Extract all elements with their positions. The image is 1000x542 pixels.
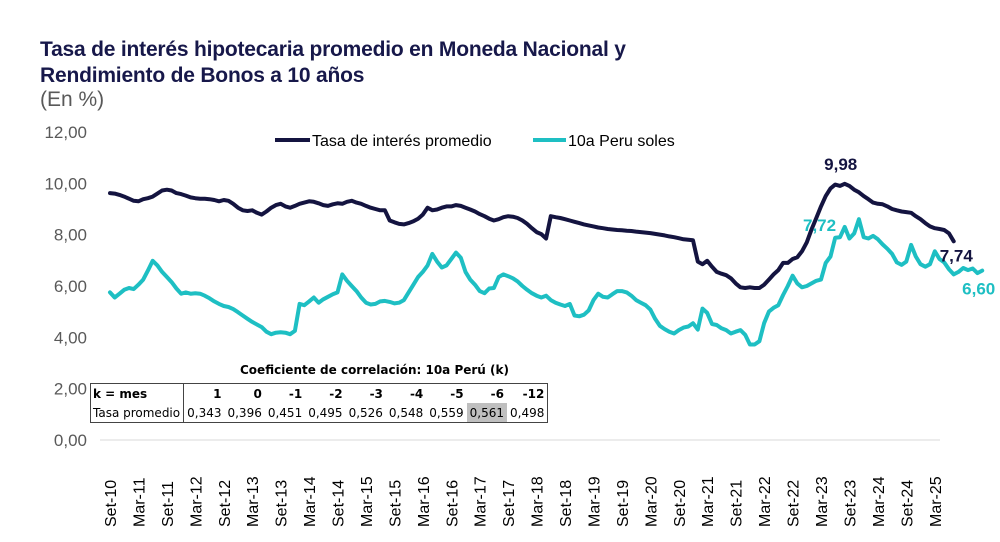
x-tick-label: Set-23 (842, 480, 859, 527)
x-tick-label: Mar-25 (928, 476, 945, 527)
correlation-coefficient: 0,396 (227, 405, 262, 420)
chart-title-line-2: Rendimiento de Bonos a 10 años (40, 64, 365, 87)
y-tick-label: 6,00 (54, 277, 87, 296)
correlation-header-label: k = mes (90, 383, 185, 403)
peak-label-10a: 7,72 (803, 216, 836, 235)
correlation-k-value: -6 (490, 386, 504, 401)
legend-label-10a: 10a Peru soles (568, 133, 675, 150)
x-tick-label: Set-22 (786, 480, 803, 527)
end-label-10a: 6,60 (962, 280, 995, 299)
correlation-coefficient: 0,561 (466, 403, 507, 423)
x-tick-label: Mar-16 (416, 476, 433, 527)
x-tick-label: Set-16 (444, 480, 461, 527)
x-tick-label: Set-24 (899, 480, 916, 527)
correlation-coefficient: 0,526 (348, 405, 383, 420)
y-axis: 0,00 2,00 4,00 6,00 8,00 10,00 12,00 (44, 123, 87, 450)
x-tick-label: Set-11 (160, 481, 177, 527)
peak-label-tasa: 9,98 (824, 155, 857, 174)
x-tick-label: Mar-21 (700, 476, 717, 527)
series-line-10a-peru-soles (108, 217, 985, 347)
chart-title: Tasa de interés hipotecaria promedio en … (40, 37, 626, 89)
correlation-k-value: 0 (253, 386, 262, 401)
y-tick-label: 0,00 (54, 431, 87, 450)
x-tick-label: Mar-12 (188, 476, 205, 527)
end-label-tasa: 7,74 (940, 246, 974, 265)
chart-subtitle: (En %) (40, 88, 105, 111)
x-tick-label: Mar-17 (473, 476, 490, 527)
x-tick-label: Set-21 (729, 480, 746, 527)
x-tick-label: Mar-15 (359, 476, 376, 527)
y-tick-label: 2,00 (54, 380, 87, 399)
correlation-k-value: 1 (213, 386, 222, 401)
correlation-k-value: -5 (450, 386, 464, 401)
correlation-coefficient: 0,548 (388, 405, 424, 420)
correlation-coefficient: 0,495 (308, 405, 343, 420)
chart-title-line-1: Tasa de interés hipotecaria promedio en … (40, 38, 626, 61)
legend-label-tasa: Tasa de interés promedio (312, 133, 492, 150)
x-tick-label: Mar-14 (302, 476, 319, 527)
x-tick-label: Set-14 (331, 480, 348, 527)
x-tick-label: Mar-23 (814, 476, 831, 527)
y-tick-label: 8,00 (54, 226, 87, 245)
correlation-k-value: -1 (288, 386, 303, 401)
plot-area (108, 181, 985, 347)
x-tick-label: Mar-18 (530, 476, 547, 527)
x-tick-label: Set-10 (103, 480, 120, 527)
correlation-header-row: k = mes 1 0 -1 -2 -3 -4 -5 -6 -12 (90, 383, 548, 403)
x-tick-label: Mar-13 (245, 476, 262, 527)
x-axis: Set-10 Mar-11 Set-11 Mar-12 Set-12 Mar-13 Set-… (103, 476, 945, 527)
x-tick-label: Set-13 (274, 480, 291, 527)
correlation-coefficient: 0,559 (429, 405, 464, 420)
x-tick-label: Set-15 (387, 480, 404, 527)
correlation-k-value: -4 (409, 386, 424, 401)
y-tick-label: 4,00 (54, 328, 87, 347)
x-tick-label: Set-17 (501, 480, 518, 527)
correlation-table-title: Coeficiente de correlación: 10a Perú (k) (240, 363, 509, 377)
x-tick-label: Mar-11 (131, 477, 148, 527)
x-tick-label: Mar-24 (871, 476, 888, 527)
correlation-k-value: -2 (329, 386, 343, 401)
correlation-coefficient: 0,498 (510, 405, 545, 420)
correlation-value-row: Tasa promedio 0,343 0,396 0,451 0,495 0,526 0… (90, 403, 548, 423)
correlation-k-value: -12 (522, 386, 545, 401)
data-labels: 9,98 7,74 7,72 6,60 (803, 155, 995, 299)
x-tick-label: Set-20 (672, 480, 689, 527)
legend: Tasa de interés promedio 10a Peru soles (275, 133, 675, 150)
correlation-table: k = mes 1 0 -1 -2 -3 -4 -5 -6 -12 Tasa promedio … (90, 383, 549, 423)
y-tick-label: 10,00 (44, 174, 87, 193)
x-tick-label: Set-19 (615, 480, 632, 527)
correlation-coefficient: 0,451 (267, 405, 303, 420)
correlation-row-label: Tasa promedio (90, 403, 185, 423)
x-tick-label: Mar-19 (586, 476, 603, 527)
x-tick-label: Mar-22 (757, 476, 774, 527)
correlation-k-value: -3 (369, 386, 383, 401)
x-tick-label: Set-18 (558, 480, 575, 527)
correlation-coefficient: 0,343 (187, 405, 222, 420)
y-tick-label: 12,00 (44, 123, 87, 142)
x-tick-label: Mar-20 (643, 476, 660, 527)
x-tick-label: Set-12 (217, 480, 234, 527)
series-line-tasa-promedio (108, 181, 956, 290)
